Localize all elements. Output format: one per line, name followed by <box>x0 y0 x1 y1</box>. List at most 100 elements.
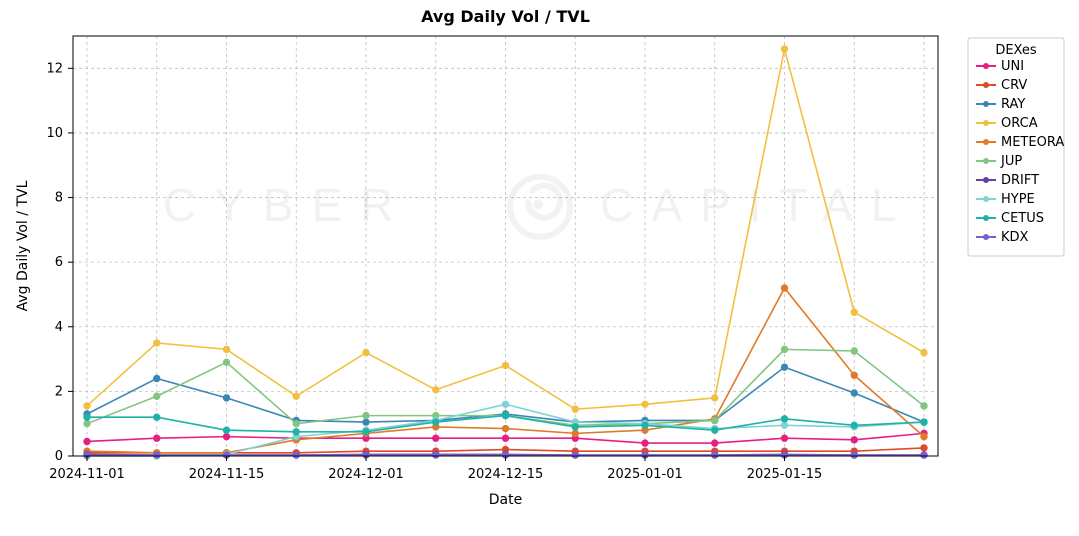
series-marker-cetus <box>642 422 648 428</box>
x-tick-label: 2024-12-01 <box>328 467 404 482</box>
legend-label: METEORA <box>1001 135 1064 150</box>
legend-label: CETUS <box>1001 211 1044 226</box>
legend-marker <box>983 139 989 145</box>
series-marker-kdx <box>921 452 927 458</box>
legend-label: UNI <box>1001 59 1024 74</box>
series-marker-cetus <box>781 416 787 422</box>
series-marker-hype <box>502 401 508 407</box>
y-tick-label: 2 <box>55 384 63 399</box>
x-tick-label: 2024-11-15 <box>189 467 265 482</box>
series-marker-meteora <box>781 285 787 291</box>
series-marker-cetus <box>293 429 299 435</box>
series-marker-kdx <box>154 452 160 458</box>
series-marker-uni <box>433 435 439 441</box>
legend-marker <box>983 120 989 126</box>
series-marker-jup <box>223 359 229 365</box>
series-marker-orca <box>502 362 508 368</box>
series-marker-orca <box>781 46 787 52</box>
legend-marker <box>983 101 989 107</box>
series-marker-jup <box>363 412 369 418</box>
series-marker-jup <box>84 420 90 426</box>
series-marker-cetus <box>851 422 857 428</box>
y-tick-label: 12 <box>46 61 63 76</box>
series-marker-uni <box>154 435 160 441</box>
series-marker-jup <box>851 348 857 354</box>
series-marker-kdx <box>433 452 439 458</box>
series-marker-kdx <box>293 452 299 458</box>
series-marker-orca <box>712 395 718 401</box>
svg-text:CYBER: CYBER <box>163 179 411 231</box>
series-marker-jup <box>293 420 299 426</box>
line-chart: CYBERCAPITAL0246810122024-11-012024-11-1… <box>0 0 1079 536</box>
series-marker-orca <box>572 406 578 412</box>
y-tick-label: 0 <box>55 449 63 464</box>
series-marker-cetus <box>154 414 160 420</box>
series-marker-cetus <box>502 412 508 418</box>
y-tick-label: 8 <box>55 191 63 206</box>
legend-label: JUP <box>1000 154 1022 169</box>
series-marker-uni <box>781 435 787 441</box>
series-marker-orca <box>433 387 439 393</box>
series-marker-ray <box>154 375 160 381</box>
series-marker-meteora <box>572 430 578 436</box>
series-marker-uni <box>223 433 229 439</box>
series-marker-cetus <box>223 427 229 433</box>
series-marker-orca <box>851 309 857 315</box>
series-marker-jup <box>921 403 927 409</box>
series-marker-hype <box>781 422 787 428</box>
series-marker-kdx <box>851 452 857 458</box>
series-marker-meteora <box>851 372 857 378</box>
y-tick-label: 10 <box>46 126 63 141</box>
series-marker-jup <box>781 346 787 352</box>
y-tick-label: 6 <box>55 255 63 270</box>
legend-label: CRV <box>1001 78 1027 93</box>
series-marker-meteora <box>921 433 927 439</box>
series-marker-uni <box>851 437 857 443</box>
chart-container: CYBERCAPITAL0246810122024-11-012024-11-1… <box>0 0 1079 536</box>
series-marker-cetus <box>572 424 578 430</box>
series-marker-orca <box>363 349 369 355</box>
series-marker-cetus <box>921 419 927 425</box>
series-marker-cetus <box>433 419 439 425</box>
series-marker-uni <box>712 440 718 446</box>
series-marker-uni <box>642 440 648 446</box>
x-tick-label: 2025-01-15 <box>747 467 823 482</box>
legend-label: KDX <box>1001 230 1029 245</box>
series-marker-cetus <box>712 427 718 433</box>
legend-marker <box>983 158 989 164</box>
x-tick-label: 2024-12-15 <box>468 467 544 482</box>
legend-marker <box>983 234 989 240</box>
legend-marker <box>983 196 989 202</box>
x-tick-label: 2024-11-01 <box>49 467 125 482</box>
series-marker-jup <box>154 393 160 399</box>
y-axis-label: Avg Daily Vol / TVL <box>15 180 31 311</box>
legend-marker <box>983 177 989 183</box>
series-marker-orca <box>154 340 160 346</box>
series-marker-ray <box>851 390 857 396</box>
series-marker-ray <box>363 419 369 425</box>
series-marker-meteora <box>502 425 508 431</box>
legend-marker <box>983 82 989 88</box>
chart-title: Avg Daily Vol / TVL <box>421 7 590 26</box>
legend-marker <box>983 215 989 221</box>
series-marker-uni <box>84 438 90 444</box>
series-marker-uni <box>502 435 508 441</box>
legend-title: DEXes <box>995 43 1037 58</box>
legend-label: ORCA <box>1001 116 1038 131</box>
series-marker-jup <box>712 417 718 423</box>
y-tick-label: 4 <box>55 320 63 335</box>
series-marker-kdx <box>572 452 578 458</box>
legend-label: RAY <box>1001 97 1025 112</box>
series-marker-orca <box>642 401 648 407</box>
legend-marker <box>983 63 989 69</box>
series-marker-ray <box>223 395 229 401</box>
series-marker-cetus <box>363 429 369 435</box>
series-marker-orca <box>921 349 927 355</box>
series-marker-kdx <box>712 452 718 458</box>
x-tick-label: 2025-01-01 <box>607 467 683 482</box>
legend-label: DRIFT <box>1001 173 1039 188</box>
legend-label: HYPE <box>1001 192 1035 207</box>
series-marker-crv <box>921 445 927 451</box>
x-axis-label: Date <box>489 492 522 508</box>
series-marker-cetus <box>84 414 90 420</box>
